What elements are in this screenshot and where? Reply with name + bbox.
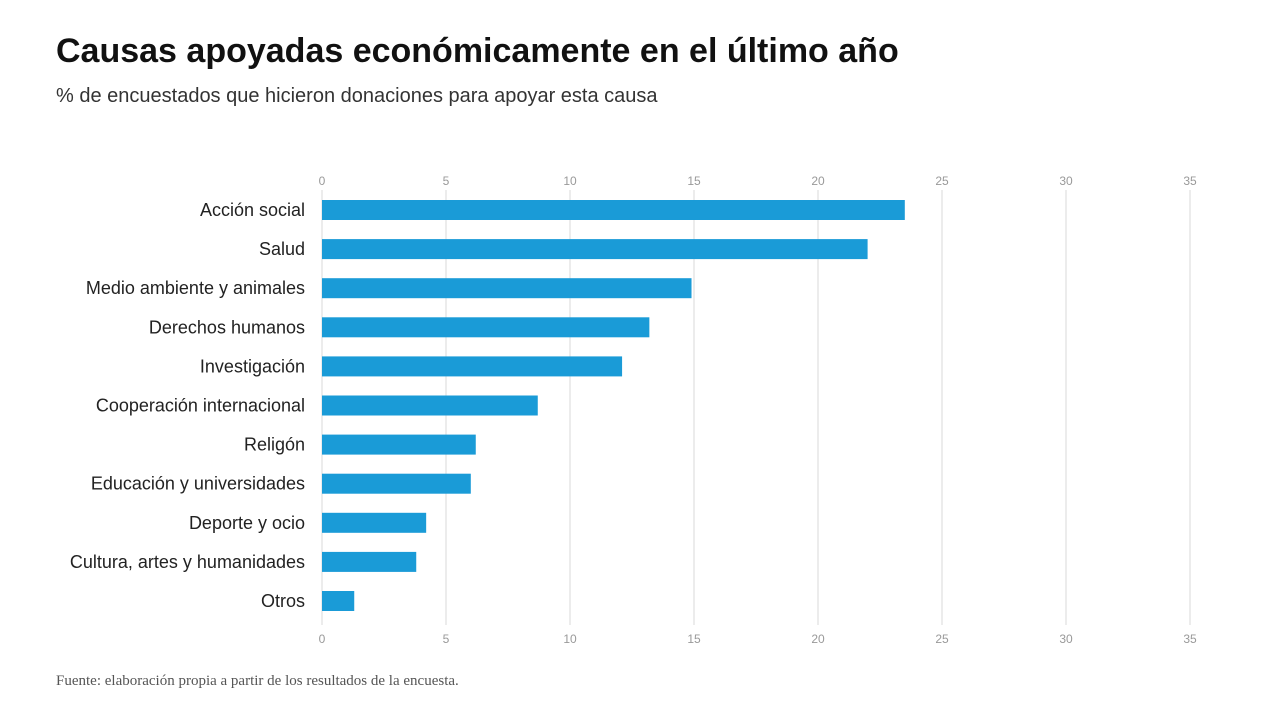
bar (322, 512, 427, 533)
bar (322, 356, 623, 377)
x-tick-label: 35 (1183, 174, 1197, 188)
x-tick-label: 15 (687, 632, 701, 646)
bar (322, 200, 905, 220)
y-tick-label: Religón (244, 435, 305, 455)
y-tick-label: Acción social (200, 200, 305, 220)
y-tick-label: Otros (261, 591, 305, 611)
x-tick-label: 0 (319, 174, 326, 188)
bar (322, 239, 868, 260)
x-tick-label: 20 (811, 632, 825, 646)
bar (322, 317, 650, 338)
y-tick-label: Cooperación internacional (96, 396, 305, 416)
x-tick-label: 0 (319, 632, 326, 646)
y-tick-label: Cultura, artes y humanidades (70, 552, 305, 572)
bar (322, 278, 692, 299)
y-tick-label: Salud (259, 239, 305, 259)
bar (322, 434, 476, 455)
bar (322, 591, 355, 611)
x-tick-label: 10 (563, 632, 577, 646)
x-tick-label: 10 (563, 174, 577, 188)
y-tick-label: Educación y universidades (91, 474, 305, 494)
x-tick-label: 15 (687, 174, 701, 188)
x-tick-label: 25 (935, 174, 949, 188)
y-tick-label: Medio ambiente y animales (86, 278, 305, 298)
chart-subtitle: % de encuestados que hicieron donaciones… (56, 85, 658, 107)
x-tick-label: 30 (1059, 632, 1073, 646)
x-tick-label: 20 (811, 174, 825, 188)
x-tick-label: 5 (443, 632, 450, 646)
x-tick-label: 25 (935, 632, 949, 646)
y-tick-label: Deporte y ocio (189, 513, 305, 533)
source-note: Fuente: elaboración propia a partir de l… (56, 673, 459, 689)
x-tick-label: 5 (443, 174, 450, 188)
y-tick-label: Derechos humanos (149, 317, 305, 337)
x-tick-label: 35 (1183, 632, 1197, 646)
y-tick-label: Investigación (200, 356, 305, 376)
bar (322, 551, 417, 572)
x-tick-label: 30 (1059, 174, 1073, 188)
bar (322, 473, 471, 494)
chart-title: Causas apoyadas económicamente en el últ… (56, 32, 899, 70)
bar (322, 395, 538, 416)
